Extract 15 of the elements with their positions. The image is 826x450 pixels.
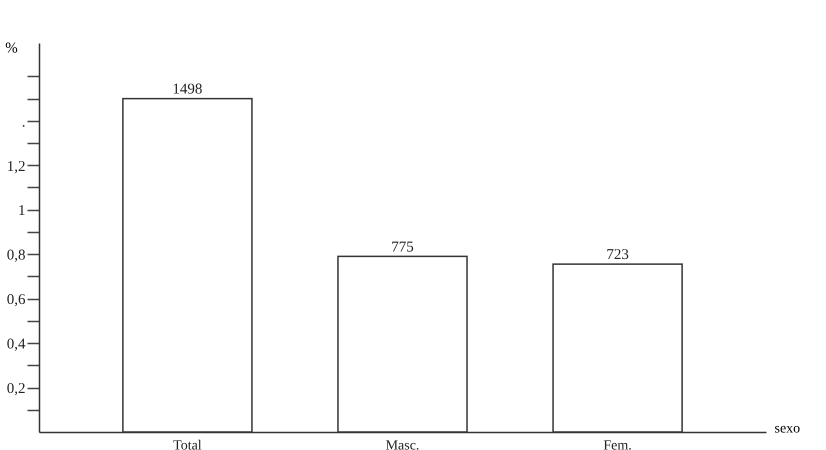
y-tick-label: 0,8 xyxy=(6,248,26,264)
x-axis-title: sexo xyxy=(774,422,800,436)
y-tick-label: 0,2 xyxy=(6,381,26,398)
x-tick-label: Masc. xyxy=(386,438,420,450)
y-tick-label: 1 xyxy=(18,203,26,220)
y-axis-title: % xyxy=(5,40,18,56)
x-tick-label: Fem. xyxy=(603,438,632,450)
annotation: 723 xyxy=(606,247,629,264)
annotation: 775 xyxy=(391,239,414,256)
x-tick-label: Total xyxy=(173,438,202,450)
annotation: 1498 xyxy=(172,82,202,98)
y-tick-label: 1,2 xyxy=(6,158,26,175)
y-tick-label: . xyxy=(22,114,26,130)
y-tick-label: 0,4 xyxy=(6,336,26,353)
y-tick-label: 0,6 xyxy=(6,292,26,308)
